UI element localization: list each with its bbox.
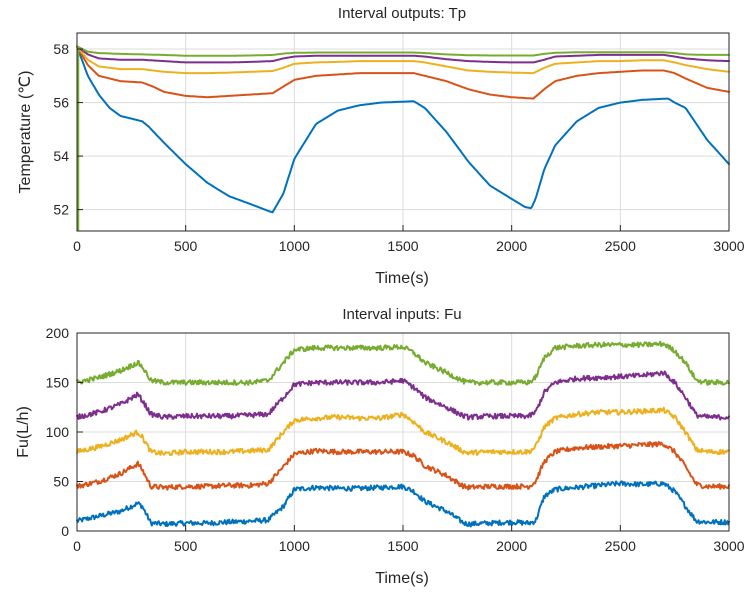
x-tick-label-tp: 3000 xyxy=(713,238,744,254)
series-line-fu-5 xyxy=(76,340,730,386)
x-tick-label-tp: 500 xyxy=(174,238,198,254)
x-tick-label-fu: 1000 xyxy=(279,538,310,554)
y-tick-label-fu: 200 xyxy=(46,325,70,341)
series-line-tp-4 xyxy=(76,45,730,64)
x-tick-label-fu: 2000 xyxy=(496,538,527,554)
chart-title-fu: Interval inputs: Fu xyxy=(342,306,461,323)
x-tick-label-fu: 0 xyxy=(73,538,81,554)
y-tick-label-fu: 100 xyxy=(46,424,70,440)
y-tick-label-fu: 0 xyxy=(61,523,69,539)
series-group-tp xyxy=(76,45,730,231)
y-tick-label-tp: 52 xyxy=(53,202,69,218)
x-axis-label-fu: Time(s) xyxy=(375,570,429,587)
x-tick-label-tp: 1500 xyxy=(387,238,418,254)
chart-tp: Interval outputs: Tp 0 500 1000 1500 2000 250… xyxy=(17,5,745,287)
chart-title-tp: Interval outputs: Tp xyxy=(338,5,466,22)
series-line-fu-2 xyxy=(76,440,730,491)
y-tick-label-tp: 56 xyxy=(53,95,69,111)
series-line-fu-4 xyxy=(76,370,730,421)
x-ticks-fu: 0 500 1000 1500 2000 2500 3000 xyxy=(73,525,745,554)
x-tick-label-fu: 1500 xyxy=(387,538,418,554)
series-line-fu-1 xyxy=(76,480,730,528)
x-tick-label-fu: 2500 xyxy=(605,538,636,554)
y-ticks-fu: 0 50 100 150 200 xyxy=(46,325,83,539)
x-axis-label-tp: Time(s) xyxy=(375,270,429,287)
y-axis-label-fu: Fu(L/h) xyxy=(15,406,32,458)
x-tick-label-tp: 0 xyxy=(73,238,81,254)
y-ticks-tp: 52 54 56 58 xyxy=(53,41,83,218)
x-tick-label-tp: 1000 xyxy=(279,238,310,254)
y-tick-label-tp: 54 xyxy=(53,148,69,164)
series-line-tp-2 xyxy=(76,45,730,100)
y-tick-label-fu: 50 xyxy=(53,474,69,490)
chart-fu: Interval inputs: Fu 0 500 1000 1500 2000 2500… xyxy=(15,306,745,587)
series-line-tp-1 xyxy=(76,45,730,214)
series-group-fu xyxy=(76,340,730,528)
x-tick-label-tp: 2500 xyxy=(605,238,636,254)
x-tick-label-fu: 3000 xyxy=(713,538,744,554)
series-line-tp-5 xyxy=(76,45,730,57)
y-axis-label-tp: Temperature (℃) xyxy=(17,71,34,194)
series-line-fu-3 xyxy=(76,406,730,457)
x-tick-label-fu: 500 xyxy=(174,538,198,554)
series-line-tp-3 xyxy=(76,45,730,75)
x-tick-label-tp: 2000 xyxy=(496,238,527,254)
y-tick-label-fu: 150 xyxy=(46,375,70,391)
x-ticks-tp: 0 500 1000 1500 2000 2500 3000 xyxy=(73,225,745,254)
y-tick-label-tp: 58 xyxy=(53,41,69,57)
